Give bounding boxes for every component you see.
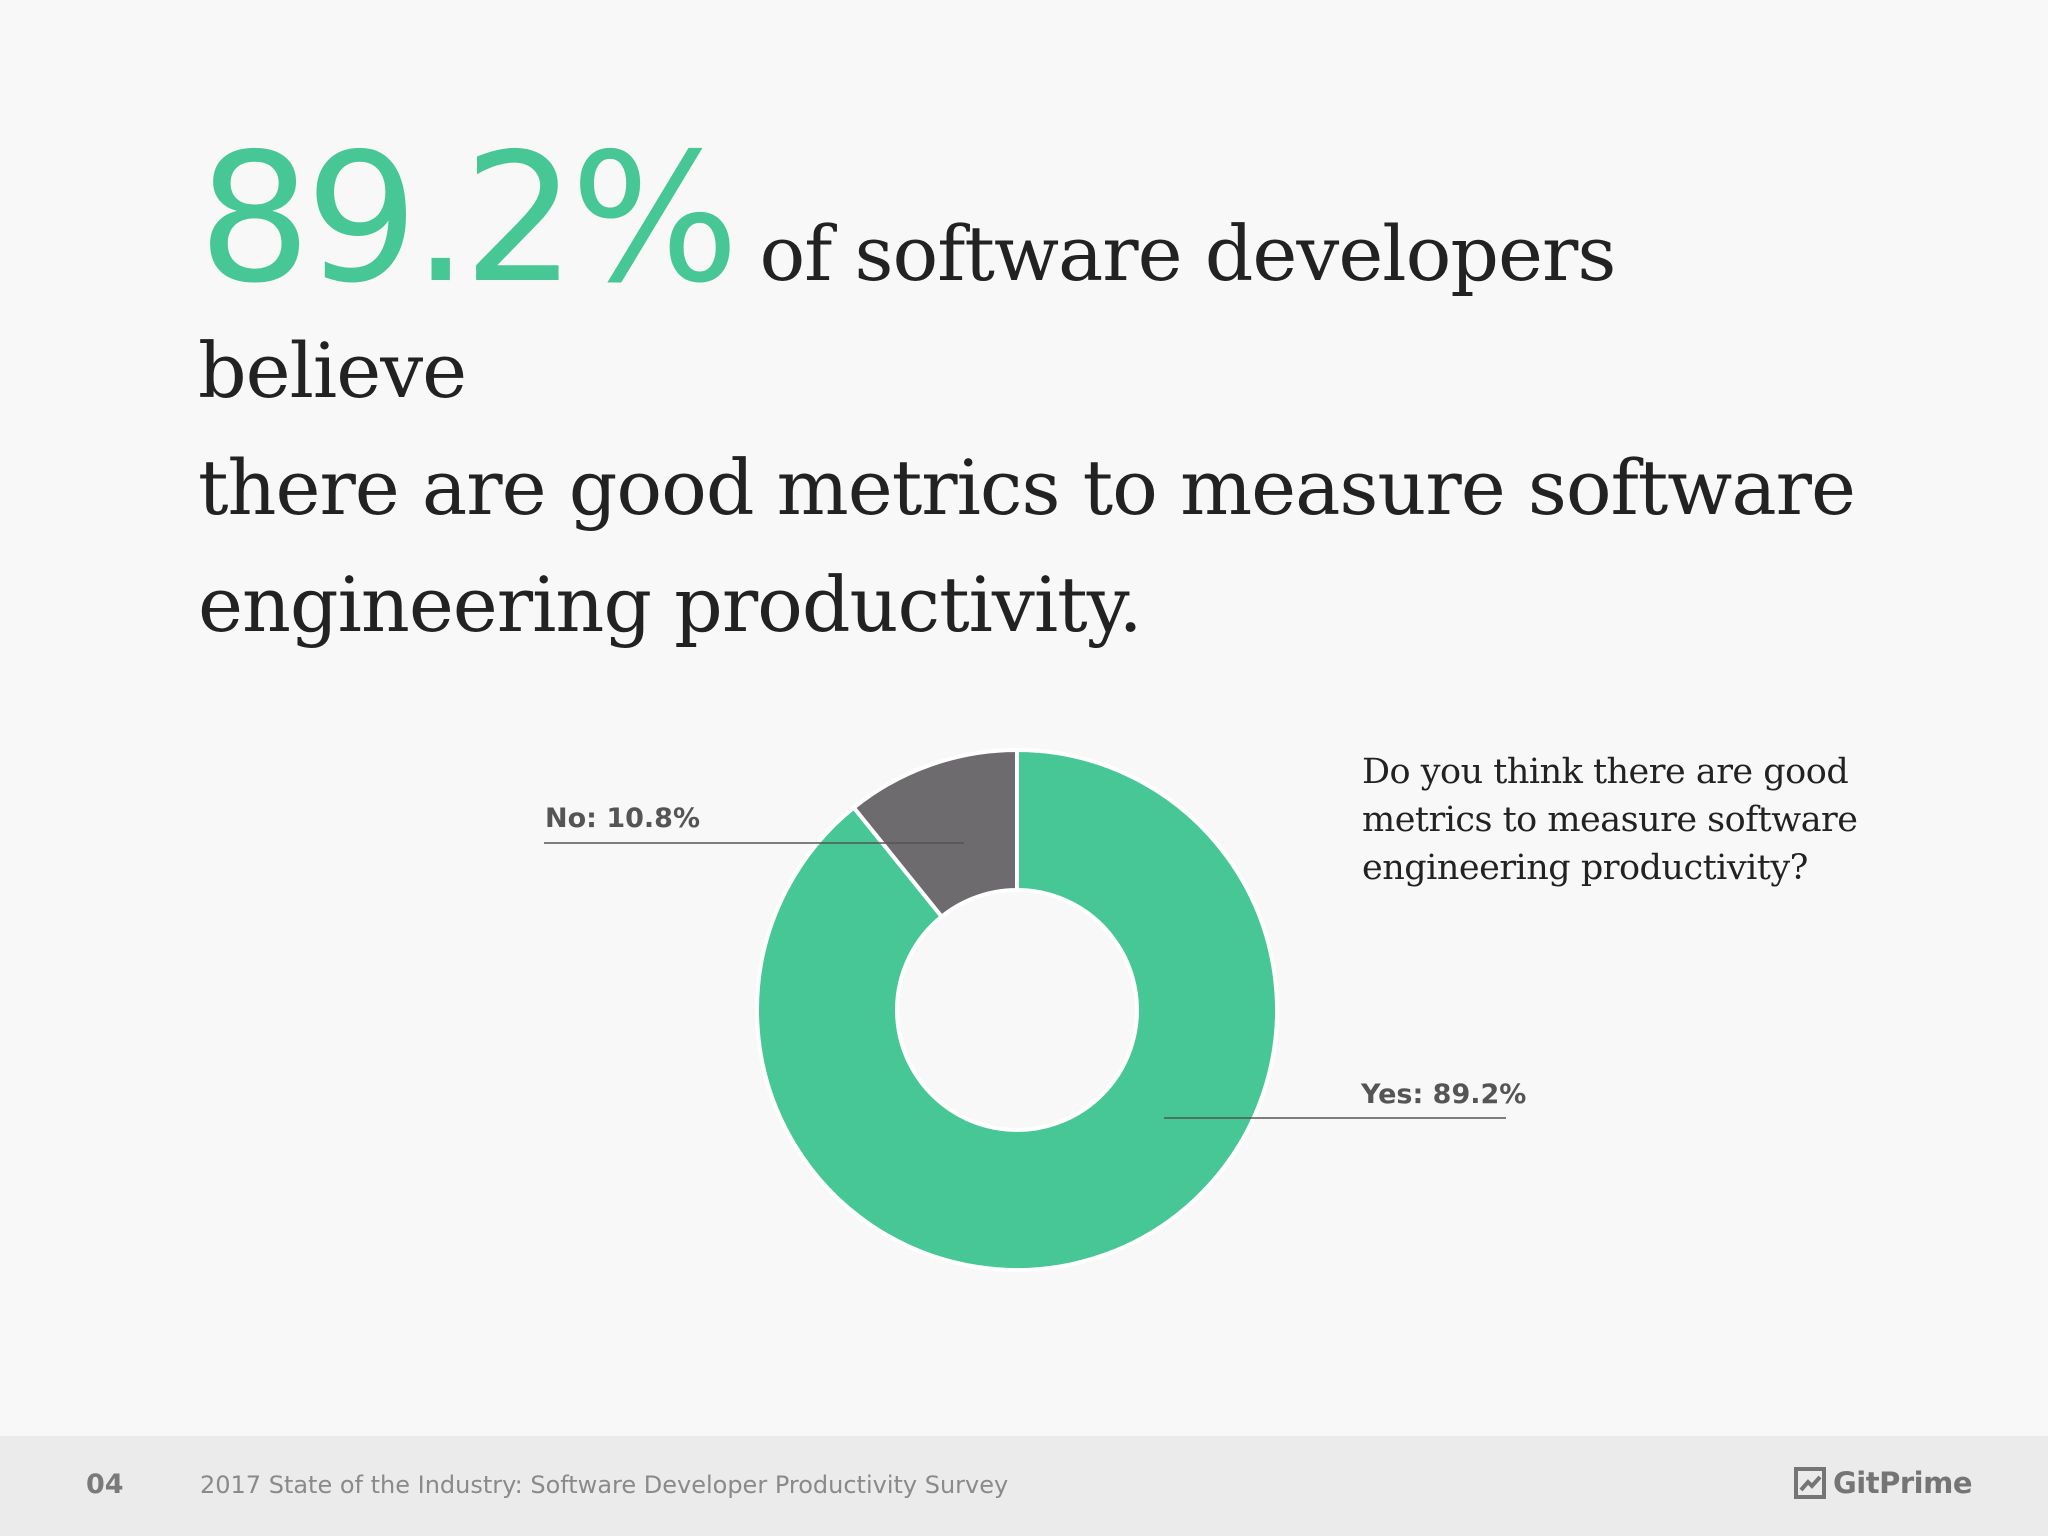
headline-line-1: of software developers believe: [198, 209, 1616, 415]
page-number: 04: [86, 1469, 124, 1500]
footer: 04 2017 State of the Industry: Software …: [0, 1436, 2048, 1536]
data-label-no: No: 10.8%: [545, 803, 700, 834]
headline-line-3: engineering productivity.: [198, 560, 1143, 649]
gitprime-logo-icon: [1793, 1466, 1827, 1500]
headline-line-2: there are good metrics to measure softwa…: [198, 443, 1856, 532]
brand: GitPrime: [1793, 1466, 1973, 1500]
chart-question: Do you think there are good metrics to m…: [1362, 752, 1858, 888]
donut-slice-yes: [755, 748, 1279, 1272]
brand-name: GitPrime: [1833, 1466, 1973, 1500]
footer-title: 2017 State of the Industry: Software Dev…: [200, 1471, 1009, 1499]
headline: 89.2% of software developers believe there…: [198, 130, 1898, 663]
headline-stat: 89.2%: [198, 115, 739, 322]
donut-slice-no: [851, 748, 1019, 919]
data-label-yes: Yes: 89.2%: [1360, 1079, 1526, 1110]
donut-chart: Yes: 89.2% No: 10.8%: [544, 748, 1526, 1272]
